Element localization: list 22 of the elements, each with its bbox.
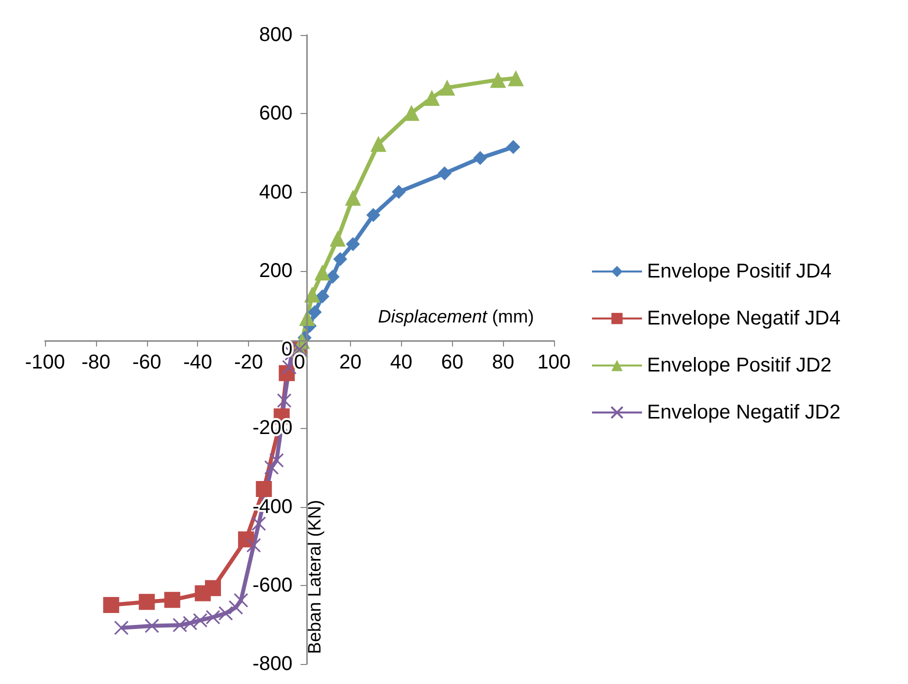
x-tick-label: 40: [390, 352, 412, 374]
y-tick-label: -600: [252, 574, 293, 596]
x-axis-title: Displacement (mm): [378, 306, 534, 326]
legend-label: Envelope Positif JD4: [647, 260, 832, 282]
legend-label: Envelope Negatif JD2: [647, 402, 840, 424]
legend-label: Envelope Negatif JD4: [647, 308, 840, 330]
x-tick-label: -40: [183, 352, 212, 374]
x-tick-label: 60: [441, 352, 464, 374]
y-tick-label: 400: [259, 181, 293, 204]
y-tick-label: -800: [252, 653, 293, 675]
x-tick-label: 80: [492, 352, 514, 374]
x-tick-label: -100: [24, 352, 66, 374]
x-tick-label: 20: [339, 352, 362, 374]
x-tick-label: -80: [81, 352, 110, 374]
y-tick-label: 600: [259, 102, 293, 125]
x-tick-label: -20: [234, 352, 264, 374]
y-tick-label: 800: [259, 24, 293, 46]
x-tick-label: -60: [132, 352, 162, 374]
y-axis-title: Beban Lateral (KN): [304, 500, 324, 654]
legend-label: Envelope Positif JD2: [647, 354, 832, 376]
x-tick-label: 100: [537, 352, 571, 374]
y-tick-label: 200: [259, 260, 293, 282]
